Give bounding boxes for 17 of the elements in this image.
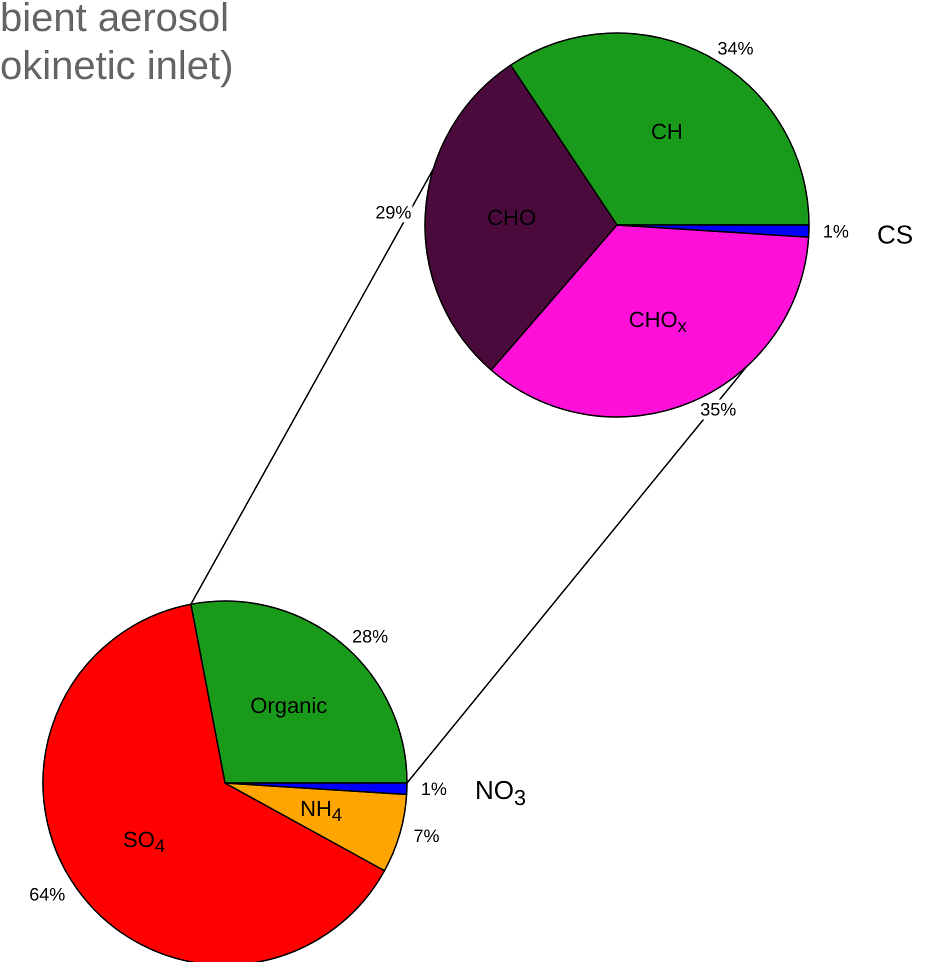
data-label: 34% (717, 38, 754, 59)
data-label: 28% (352, 626, 388, 647)
slice-label: Organic (250, 692, 328, 719)
slice-label: CHO$_{x}$ (628, 307, 687, 338)
data-label: 29% (375, 202, 412, 222)
chart-title: bient aerosol okinetic inlet) (0, 0, 234, 90)
data-label: 1% (420, 778, 447, 799)
slice-label: CS (877, 220, 914, 251)
slice-label: NO$_{3}$ (475, 774, 526, 811)
data-label: 35% (700, 399, 736, 420)
slice-label: NH$_{4}$ (300, 796, 342, 826)
slice-label: CH (650, 118, 683, 145)
slice-label: SO$_{4}$ (123, 826, 166, 858)
slice-label: CHO (487, 205, 536, 232)
data-label: 7% (413, 826, 440, 846)
data-label: 1% (822, 221, 849, 242)
data-label: 64% (29, 884, 66, 905)
